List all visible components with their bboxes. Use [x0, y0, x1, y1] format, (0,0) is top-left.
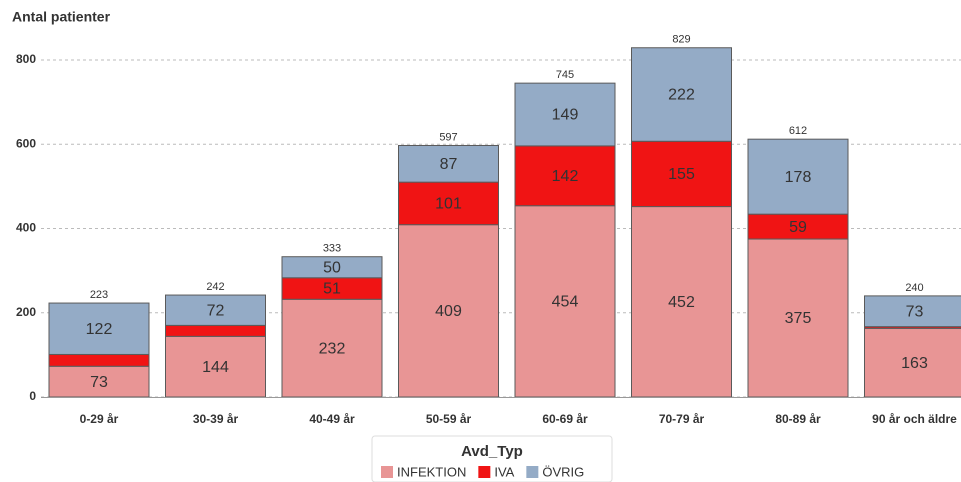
legend-swatch	[526, 466, 539, 478]
segment-label: 232	[319, 340, 346, 357]
bar-segment	[747, 213, 849, 240]
segment-label: 454	[552, 294, 579, 311]
legend-label: ÖVRIG	[542, 464, 584, 479]
segment-label: 149	[552, 107, 579, 124]
y-tick-label: 0	[29, 389, 36, 403]
segment-label: 59	[789, 219, 807, 236]
segment-label: 409	[435, 303, 462, 320]
segment-label: 72	[207, 302, 225, 319]
total-label: 745	[556, 69, 574, 81]
bar-segment	[747, 138, 849, 215]
bar-segment	[514, 82, 616, 147]
bar-segment	[281, 256, 383, 279]
segment-label: 222	[668, 87, 695, 104]
x-tick-label: 30-39 år	[193, 412, 239, 426]
y-tick-label: 600	[16, 136, 36, 150]
bar-segment	[48, 365, 150, 398]
bar-segment	[631, 140, 732, 208]
x-tick-label: 90 år och äldre	[872, 412, 957, 426]
bar-segment	[514, 145, 616, 207]
total-label: 829	[672, 34, 690, 46]
legend-box	[371, 435, 613, 482]
bar-segment	[398, 144, 499, 183]
total-label: 597	[439, 131, 457, 143]
y-tick-label: 800	[16, 52, 36, 66]
segment-label: 375	[785, 310, 812, 327]
legend-swatch	[478, 466, 491, 478]
segment-label: 452	[668, 294, 695, 311]
bar-segment	[398, 224, 499, 398]
total-label: 240	[905, 282, 923, 294]
x-tick-label: 80-89 år	[775, 412, 821, 426]
x-tick-label: 0-29 år	[80, 412, 119, 426]
segment-label: 50	[323, 259, 341, 276]
bar-segment	[398, 181, 499, 226]
segment-label: 73	[906, 303, 924, 320]
segment-label: 142	[552, 168, 579, 185]
segment-label: 163	[901, 355, 928, 372]
legend-label: IVA	[494, 464, 514, 479]
segment-label: 178	[785, 169, 812, 186]
total-label: 223	[90, 289, 108, 301]
bar-segment	[165, 335, 266, 398]
total-label: 242	[206, 281, 224, 293]
legend-swatch	[381, 466, 393, 478]
bar-segment	[165, 294, 266, 326]
bar-segment	[165, 324, 266, 337]
bar-segment	[48, 302, 150, 355]
x-tick-label: 40-49 år	[309, 412, 355, 426]
bar-segment	[514, 205, 616, 398]
legend-label: INFEKTION	[397, 464, 466, 479]
bar-segment	[48, 353, 150, 367]
bar-segment	[631, 47, 732, 142]
segment-label: 155	[668, 166, 695, 183]
segment-label: 73	[90, 374, 108, 391]
segment-label: 101	[435, 196, 462, 213]
segment-label: 144	[202, 359, 229, 376]
bar-segment	[747, 238, 849, 398]
y-axis-title: Antal patienter	[12, 9, 111, 25]
total-label: 612	[789, 125, 807, 137]
bar-segment	[864, 295, 961, 328]
x-tick-label: 70-79 år	[659, 412, 705, 426]
segment-label: 51	[323, 281, 341, 298]
x-tick-label: 50-59 år	[426, 412, 472, 426]
bar-segment	[281, 298, 383, 398]
total-label: 333	[323, 243, 341, 255]
legend-title: Avd_Typ	[461, 443, 523, 460]
segment-label: 87	[440, 156, 458, 173]
y-tick-label: 200	[16, 305, 36, 319]
x-tick-label: 60-69 år	[542, 412, 588, 426]
segment-label: 122	[86, 321, 113, 338]
bar-segment	[864, 327, 961, 398]
y-tick-label: 400	[16, 221, 36, 235]
